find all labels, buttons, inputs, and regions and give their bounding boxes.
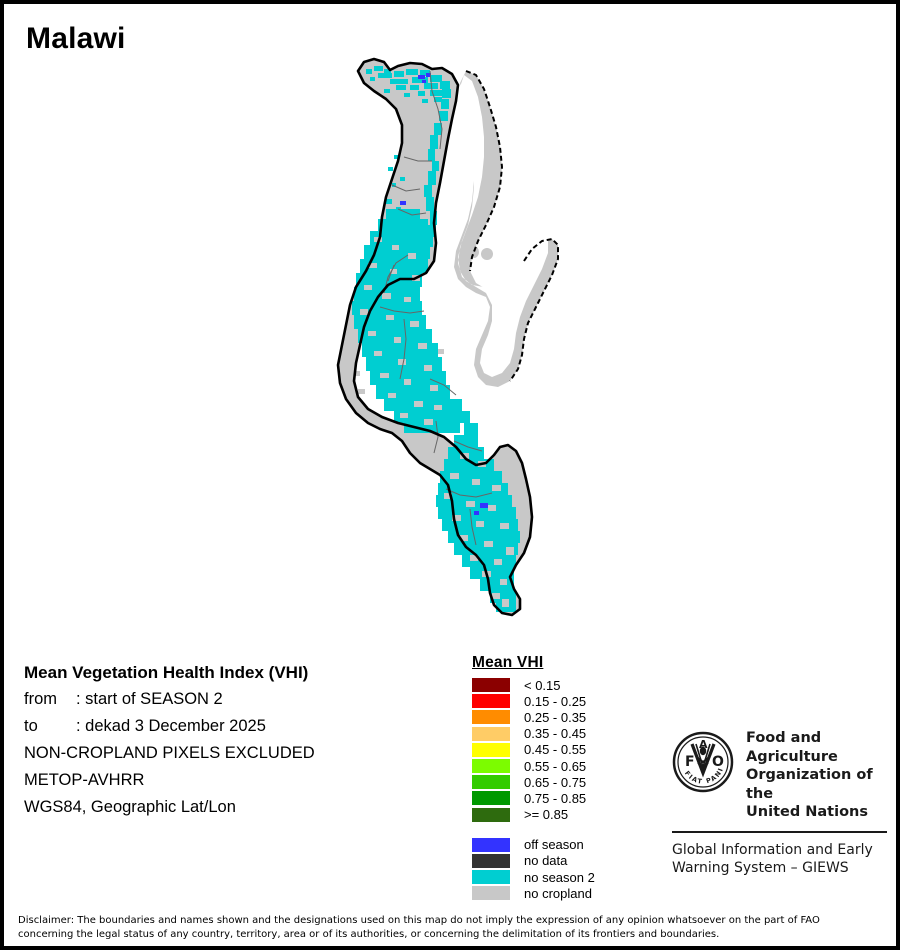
malawi-map-svg[interactable] xyxy=(334,49,584,629)
district-boundaries xyxy=(379,70,493,546)
fao-name-line-1: Food and Agriculture xyxy=(746,730,838,765)
map-canvas[interactable] xyxy=(334,49,584,629)
disclaimer-line-1: Disclaimer: The boundaries and names sho… xyxy=(18,915,820,926)
legend-title: Mean VHI xyxy=(472,654,544,671)
giews-line-1: Global Information and Early xyxy=(672,841,873,858)
info-note: NON-CROPLAND PIXELS EXCLUDED xyxy=(24,744,315,762)
legend-class-swatch xyxy=(472,807,510,822)
national-boundary xyxy=(336,57,534,617)
legend-class-row[interactable]: 0.55 - 0.65 xyxy=(472,758,595,774)
legend-class-row[interactable]: >= 0.85 xyxy=(472,807,595,823)
legend: Mean VHI < 0.15 0.15 - 0.25 0.25 - 0.35 0.3… xyxy=(472,654,595,901)
map-info-block: Mean Vegetation Health Index (VHI) from … xyxy=(24,659,454,821)
info-row-to: to : dekad 3 December 2025 xyxy=(24,713,454,740)
legend-special-label: no data xyxy=(524,853,568,869)
info-to-key: to xyxy=(24,717,38,735)
legend-class-row[interactable]: 0.75 - 0.85 xyxy=(472,790,595,806)
fao-organization-name: Food and Agriculture Organization of the… xyxy=(746,729,887,822)
legend-special-row[interactable]: off season xyxy=(472,837,595,853)
no-season2-pixel-layer xyxy=(348,66,520,612)
info-sensor: METOP-AVHRR xyxy=(24,771,145,789)
legend-class-swatch xyxy=(472,726,510,741)
legend-class-label: 0.75 - 0.85 xyxy=(524,790,587,806)
fao-divider xyxy=(672,830,887,833)
legend-class-label: 0.55 - 0.65 xyxy=(524,758,587,774)
legend-special-row[interactable]: no data xyxy=(472,853,595,869)
legend-class-swatch xyxy=(472,759,510,774)
legend-class-label: 0.65 - 0.75 xyxy=(524,774,587,790)
info-from-key: from xyxy=(24,690,57,708)
fao-name-line-3: United Nations xyxy=(746,804,868,820)
legend-class-swatch xyxy=(472,710,510,725)
giews-line-2: Warning System – GIEWS xyxy=(672,859,849,876)
legend-spacer xyxy=(472,823,595,837)
legend-class-swatch xyxy=(472,678,510,693)
legend-special-label: no cropland xyxy=(524,885,592,901)
svg-text:F: F xyxy=(685,754,695,770)
info-row-from: from : start of SEASON 2 xyxy=(24,686,454,713)
info-to-value: : dekad 3 December 2025 xyxy=(76,717,266,735)
neighbour-boundary xyxy=(465,70,559,382)
legend-class-label: >= 0.85 xyxy=(524,807,569,823)
legend-special-row[interactable]: no cropland xyxy=(472,885,595,901)
giews-name: Global Information and Early Warning Sys… xyxy=(672,841,887,877)
fao-branding: F O A FIAT PANIS Food and Agriculture Or… xyxy=(669,725,887,877)
lake-water-overlay xyxy=(458,75,548,377)
legend-special-swatch xyxy=(472,853,510,868)
legend-class-row[interactable]: 0.25 - 0.35 xyxy=(472,709,595,725)
legend-class-label: 0.45 - 0.55 xyxy=(524,742,587,758)
legend-special-swatch xyxy=(472,886,510,901)
legend-class-label: 0.15 - 0.25 xyxy=(524,693,587,709)
info-from-value: : start of SEASON 2 xyxy=(76,690,223,708)
svg-text:A: A xyxy=(699,738,708,751)
disclaimer-line-2: concerning the legal status of any count… xyxy=(18,928,720,940)
legend-special-label: off season xyxy=(524,837,584,853)
legend-class-swatch xyxy=(472,742,510,757)
legend-class-row[interactable]: 0.45 - 0.55 xyxy=(472,742,595,758)
legend-class-label: < 0.15 xyxy=(524,677,561,693)
legend-class-row[interactable]: < 0.15 xyxy=(472,677,595,693)
legend-class-swatch xyxy=(472,694,510,709)
info-projection: WGS84, Geographic Lat/Lon xyxy=(24,798,236,816)
lake-islands xyxy=(469,246,493,260)
legend-class-row[interactable]: 0.15 - 0.25 xyxy=(472,693,595,709)
legend-special-label: no season 2 xyxy=(524,869,595,885)
disclaimer: Disclaimer: The boundaries and names sho… xyxy=(18,914,884,941)
legend-class-list: < 0.15 0.15 - 0.25 0.25 - 0.35 0.35 - 0.45 0… xyxy=(472,677,595,823)
legend-special-swatch xyxy=(472,837,510,852)
legend-class-row[interactable]: 0.65 - 0.75 xyxy=(472,774,595,790)
legend-special-list: off season no data no season 2 no cropland xyxy=(472,837,595,902)
fao-name-line-2: Organization of the xyxy=(746,767,873,802)
legend-class-row[interactable]: 0.35 - 0.45 xyxy=(472,726,595,742)
info-heading: Mean Vegetation Health Index (VHI) xyxy=(24,663,309,682)
fao-logo-icon: F O A FIAT PANIS xyxy=(669,725,734,798)
page-title: Malawi xyxy=(26,22,126,55)
legend-class-swatch xyxy=(472,775,510,790)
legend-special-swatch xyxy=(472,870,510,885)
legend-class-swatch xyxy=(472,791,510,806)
legend-special-row[interactable]: no season 2 xyxy=(472,869,595,885)
legend-class-label: 0.25 - 0.35 xyxy=(524,709,587,725)
svg-text:O: O xyxy=(712,754,724,770)
legend-class-label: 0.35 - 0.45 xyxy=(524,726,587,742)
